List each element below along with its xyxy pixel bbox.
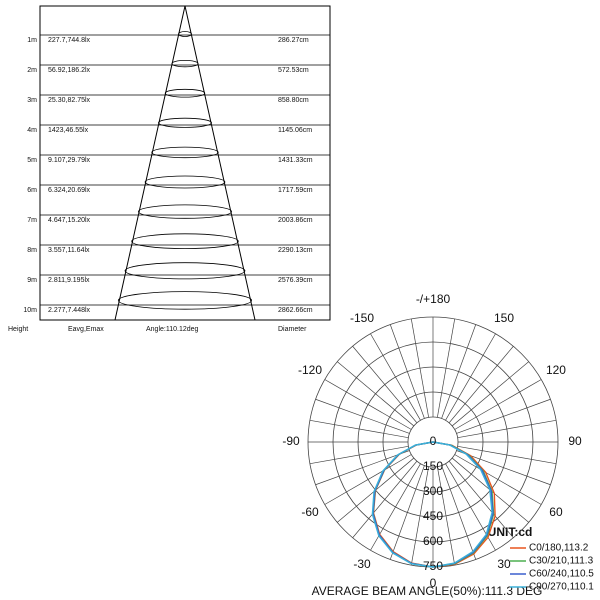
- legend-label: C30/210,111.3: [529, 556, 594, 567]
- row-height: 3m: [27, 97, 37, 104]
- footer-beam-angle: AVERAGE BEAM ANGLE(50%):111.3 DEG: [312, 584, 543, 598]
- cone-edge: [184, 5, 256, 321]
- angle-tick-label: 120: [546, 363, 566, 377]
- beam-ellipse: [131, 233, 239, 250]
- r-tick-label: 450: [423, 509, 443, 523]
- ring: [407, 416, 459, 468]
- row-illuminance: 2.811,9.195lx: [48, 277, 90, 284]
- row-diameter: 1145.06cm: [278, 127, 312, 134]
- legend-label: C90/270,110.1: [529, 582, 594, 593]
- row-height: 9m: [27, 277, 37, 284]
- legend-label: C60/240,110.5: [529, 569, 594, 580]
- angle-tick-label: 60: [549, 505, 563, 519]
- footer-height: Height: [8, 326, 28, 333]
- row-illuminance: 4.647,15.20lx: [48, 217, 91, 224]
- row-illuminance: 227.7,744.8lx: [48, 37, 91, 44]
- unit-label: UNIT:cd: [488, 525, 533, 539]
- beam-ellipse: [178, 31, 192, 37]
- row-height: 10m: [23, 307, 37, 314]
- angle-tick-label: -60: [301, 505, 319, 519]
- beam-ellipse: [171, 59, 199, 68]
- row-diameter: 858.80cm: [278, 97, 309, 104]
- row-height: 2m: [27, 67, 37, 74]
- angle-tick-label: -150: [350, 311, 374, 325]
- row-illuminance: 56.92,186.2lx: [48, 67, 91, 74]
- row-height: 5m: [27, 157, 37, 164]
- r-tick-label: 300: [423, 484, 443, 498]
- row-diameter: 2290.13cm: [278, 247, 313, 254]
- cone-diagram: Height Eavg,Emax Angle:110.12deg Diamete…: [8, 5, 331, 333]
- footer-diameter: Diameter: [278, 326, 307, 333]
- row-diameter: 572.53cm: [278, 67, 309, 74]
- beam-ellipse: [144, 175, 226, 189]
- row-illuminance: 9.107,29.79lx: [48, 157, 91, 164]
- angle-tick-label: 0: [430, 576, 437, 590]
- row-diameter: 2576.39cm: [278, 277, 313, 284]
- r-tick-label: 600: [423, 534, 443, 548]
- r-tick-label: 150: [423, 459, 443, 473]
- row-diameter: 2003.86cm: [278, 217, 313, 224]
- row-diameter: 1431.33cm: [278, 157, 313, 164]
- angle-tick-label: 30: [497, 557, 511, 571]
- r-tick-label: 750: [423, 559, 443, 573]
- row-illuminance: 2.277,7.448lx: [48, 307, 91, 314]
- intensity-curve: [371, 441, 493, 568]
- beam-ellipse: [164, 88, 206, 98]
- footer-angle: Angle:110.12deg: [146, 326, 199, 333]
- ring: [357, 366, 509, 518]
- row-illuminance: 25.30,82.75lx: [48, 97, 91, 104]
- angle-tick-label: -90: [282, 434, 300, 448]
- legend-label: C0/180,113.2: [529, 543, 589, 554]
- row-diameter: 1717.59cm: [278, 187, 313, 194]
- ring: [382, 391, 484, 493]
- row-height: 6m: [27, 187, 37, 194]
- angle-tick-label: 90: [568, 434, 582, 448]
- beam-ellipse: [158, 117, 212, 128]
- row-height: 4m: [27, 127, 37, 134]
- ring: [332, 341, 534, 543]
- beam-ellipse: [117, 291, 253, 310]
- row-height: 7m: [27, 217, 37, 224]
- row-illuminance: 3.557,11.64lx: [48, 247, 90, 254]
- angle-tick-label: -30: [353, 557, 371, 571]
- row-illuminance: 6.324,20.69lx: [48, 187, 91, 194]
- r-tick-label: 0: [430, 434, 437, 448]
- angle-tick-label: -/+180: [416, 292, 451, 306]
- row-height: 8m: [27, 247, 37, 254]
- cone-edge: [114, 5, 186, 321]
- beam-ellipse: [138, 204, 232, 219]
- angle-tick-label: 150: [494, 311, 514, 325]
- row-diameter: 286.27cm: [278, 37, 309, 44]
- beam-ellipse: [151, 146, 219, 159]
- row-diameter: 2862.66cm: [278, 307, 313, 314]
- beam-ellipse: [124, 262, 246, 280]
- footer-illuminance: Eavg,Emax: [68, 326, 104, 333]
- row-illuminance: 1423,46.55lx: [48, 127, 89, 134]
- row-height: 1m: [27, 37, 37, 44]
- angle-tick-label: -120: [298, 363, 322, 377]
